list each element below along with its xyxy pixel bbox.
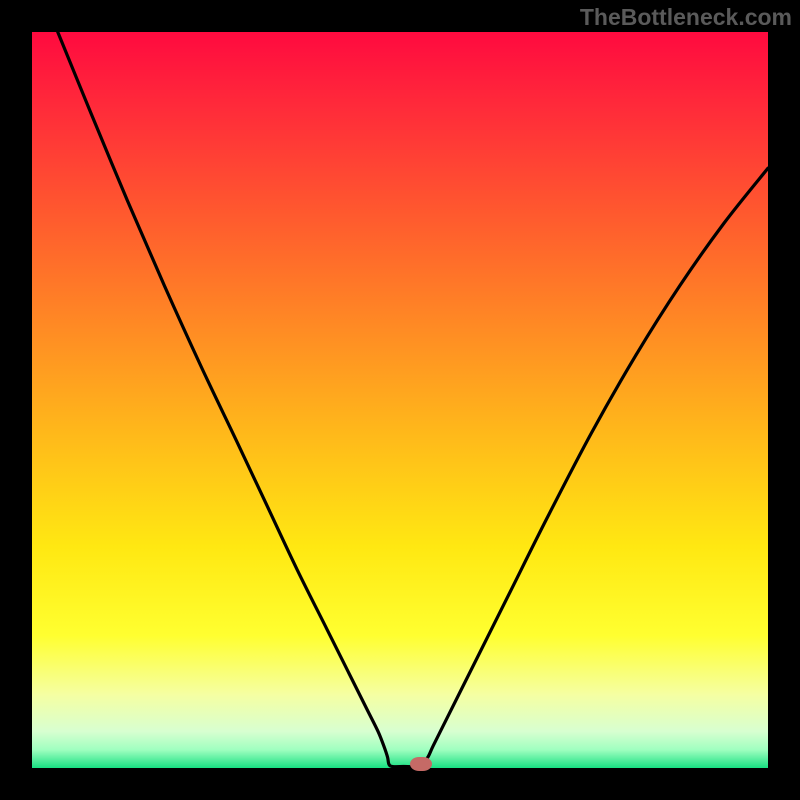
chart-container: TheBottleneck.com (0, 0, 800, 800)
optimum-marker (410, 757, 432, 771)
plot-area (32, 32, 768, 768)
curve-path (58, 32, 768, 767)
bottleneck-curve (32, 32, 768, 768)
watermark-text: TheBottleneck.com (580, 4, 792, 31)
